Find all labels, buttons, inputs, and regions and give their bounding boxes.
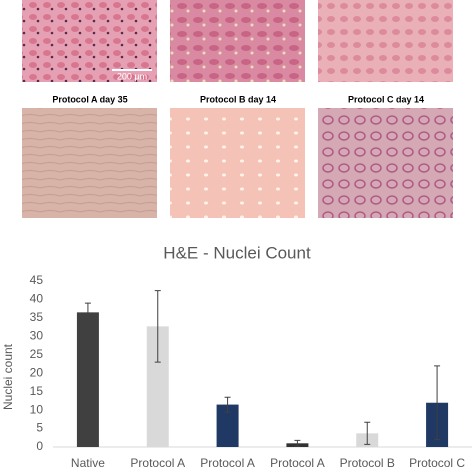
y-tick-label: 25	[30, 347, 44, 361]
x-tick-label: Protocol A	[130, 456, 185, 470]
y-tick-label: 30	[30, 329, 44, 343]
micrograph	[22, 108, 157, 218]
micrograph	[22, 0, 157, 82]
y-tick-label: 10	[30, 402, 44, 416]
y-tick-label: 45	[30, 273, 44, 287]
panel-label: Protocol B day 14	[200, 94, 276, 104]
error-bar	[84, 302, 91, 323]
scale-label: 200 µm	[117, 71, 147, 81]
bar	[76, 312, 99, 447]
bar	[216, 404, 239, 447]
x-tick-label: Protocol A	[270, 456, 325, 470]
error-bar	[364, 421, 371, 445]
x-tick-label: Native	[71, 456, 105, 470]
y-tick-label: 20	[30, 365, 44, 379]
y-tick-label: 5	[36, 421, 43, 435]
panel-label: Protocol C day 14	[348, 94, 424, 104]
chart-title: H&E - Nuclei Count	[163, 243, 311, 262]
y-axis-label: Nuclei count	[1, 343, 15, 410]
y-tick-label: 0	[36, 439, 43, 453]
x-tick-label: Protocol B	[340, 456, 395, 470]
error-bar	[434, 365, 441, 441]
error-bar	[294, 439, 301, 447]
panel-label: Protocol A day 35	[52, 94, 127, 104]
bar	[146, 326, 169, 447]
x-tick-label: Protocol A	[200, 456, 255, 470]
error-bar	[224, 396, 231, 413]
micrograph	[170, 108, 305, 218]
y-tick-label: 35	[30, 310, 44, 324]
micrograph	[170, 0, 305, 82]
x-tick-label: Protocol C	[409, 456, 465, 470]
y-tick-label: 40	[30, 292, 44, 306]
micrograph	[318, 0, 453, 82]
error-bar	[154, 290, 161, 363]
micrographs: 200 µm Protocol A day 35 Protocol B day …	[22, 0, 453, 218]
y-tick-label: 15	[30, 384, 44, 398]
micrograph	[318, 108, 453, 218]
